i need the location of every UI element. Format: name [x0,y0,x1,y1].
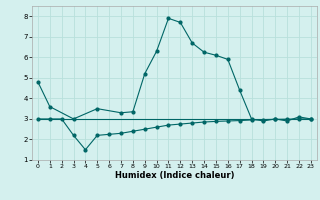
X-axis label: Humidex (Indice chaleur): Humidex (Indice chaleur) [115,171,234,180]
